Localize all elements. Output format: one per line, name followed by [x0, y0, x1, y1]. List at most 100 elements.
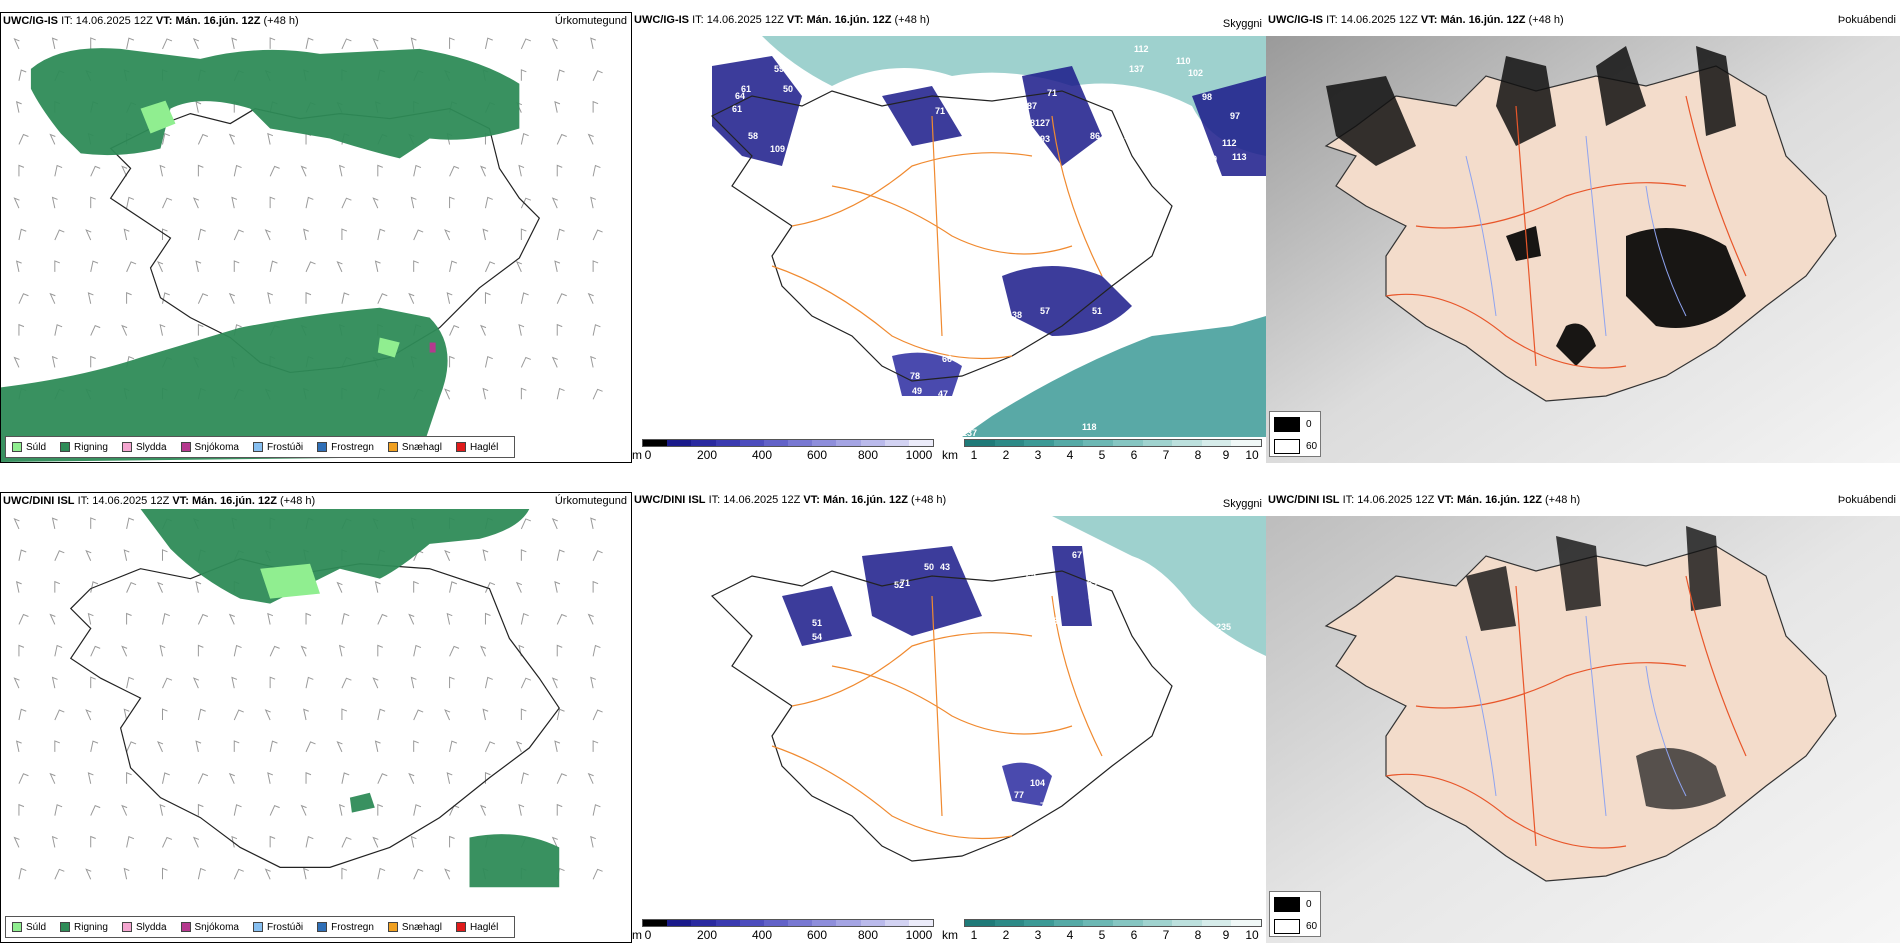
- wind-barb: [197, 133, 209, 145]
- wind-barb: [162, 836, 173, 848]
- wind-barb: [485, 261, 496, 273]
- wind-barb: [305, 196, 314, 209]
- wind-barb: [51, 517, 58, 530]
- legend-item: Frostúði: [252, 922, 303, 933]
- legend-item: Rigning: [60, 442, 108, 453]
- wind-barb: [554, 260, 561, 272]
- wind-barb: [449, 260, 458, 272]
- fog-legend-item: 0: [1270, 414, 1320, 434]
- precip-rain-southeast: [349, 792, 560, 888]
- wind-barb: [90, 740, 99, 752]
- visibility-unit: km: [942, 928, 958, 942]
- wind-barb: [590, 676, 596, 689]
- map-canvas: [1, 37, 603, 462]
- wind-barb: [267, 772, 274, 784]
- rivers: [1465, 135, 1687, 337]
- wind-barb: [85, 549, 92, 561]
- wind-barb: [54, 644, 63, 657]
- visibility-scale: km 1 2 3 4 5 6 7 8 9 10: [942, 437, 1266, 463]
- wind-barb: [161, 613, 170, 625]
- ceiling-unit: m: [632, 448, 642, 462]
- wind-barb: [90, 645, 101, 657]
- wind-barb: [377, 708, 386, 721]
- wind-barb: [197, 708, 206, 721]
- wind-barb: [520, 38, 532, 50]
- wind-barb: [18, 164, 25, 177]
- wind-barb: [54, 868, 65, 880]
- wind-barb: [520, 197, 532, 209]
- wind-barb: [233, 229, 244, 241]
- panel-product-name: Skyggni: [1222, 18, 1262, 30]
- wind-barb: [372, 197, 379, 209]
- wind-barb: [197, 164, 204, 177]
- wind-barb: [556, 293, 567, 304]
- wind-barb: [556, 228, 565, 241]
- wind-barb: [341, 38, 352, 50]
- wind-barb: [446, 292, 453, 304]
- wind-barb: [305, 292, 312, 304]
- wind-barb: [444, 709, 451, 721]
- wind-barb: [587, 613, 594, 625]
- wind-barb: [123, 549, 130, 561]
- wind-barb: [590, 517, 596, 530]
- wind-barb: [15, 101, 22, 113]
- wind-barb: [446, 612, 453, 625]
- map-fog: [1266, 516, 1900, 943]
- wind-barb: [341, 708, 348, 721]
- wind-barb: [484, 772, 491, 784]
- wind-barb: [90, 835, 96, 848]
- wind-barb: [15, 581, 22, 593]
- wind-barb: [303, 228, 309, 241]
- visibility-unit: km: [942, 448, 958, 462]
- wind-barb: [413, 164, 422, 177]
- wind-barb: [556, 773, 567, 784]
- wind-barb: [413, 229, 424, 241]
- wind-barb: [267, 292, 274, 304]
- wind-barb: [90, 260, 99, 272]
- wind-barb: [90, 324, 101, 336]
- fog-interior: [1506, 226, 1746, 366]
- wind-barb: [90, 196, 96, 209]
- wind-barb: [126, 772, 132, 784]
- wind-barb: [233, 868, 244, 880]
- wind-barb: [484, 612, 491, 625]
- visibility-colorbar: [964, 439, 1262, 447]
- wind-barb: [161, 867, 168, 880]
- wind-barb: [269, 165, 280, 177]
- wind-barb: [126, 582, 137, 593]
- wind-barb: [449, 740, 458, 752]
- iceland-outline: [710, 90, 1173, 382]
- wind-barb: [592, 260, 599, 272]
- roads: [771, 595, 1103, 840]
- legend-item: Rigning: [60, 922, 108, 933]
- scale-legends: m 0 200 400 600 800 1000 km 1 2 3 4 5 6: [632, 437, 1266, 463]
- wind-barb: [85, 868, 92, 880]
- wind-barb: [305, 741, 316, 753]
- wind-barb: [480, 324, 487, 336]
- wind-barb: [520, 518, 532, 530]
- wind-barb: [341, 197, 352, 209]
- low-ceiling-southeast: [1002, 762, 1052, 806]
- wind-barb: [233, 260, 240, 272]
- wind-barb: [372, 836, 379, 848]
- wind-barb: [374, 581, 381, 593]
- wind-barb: [195, 260, 202, 272]
- map-canvas: [1266, 516, 1900, 943]
- wind-barb: [192, 197, 200, 209]
- wind-barb: [338, 164, 345, 177]
- wind-barb: [449, 165, 460, 177]
- wind-barb: [551, 677, 558, 689]
- ptype-legend: Súld Rigning Slydda Snjókoma Frostúði Fr…: [5, 436, 516, 458]
- wind-barb: [233, 804, 242, 816]
- wind-barb: [449, 324, 460, 336]
- wind-barb: [13, 677, 20, 689]
- wind-barb: [13, 38, 20, 50]
- wind-barb: [15, 740, 22, 752]
- wind-barb: [269, 260, 278, 272]
- wind-barb: [54, 260, 60, 272]
- wind-barb: [444, 229, 451, 241]
- wind-barb: [556, 644, 563, 657]
- wind-barb: [121, 645, 128, 657]
- wind-barb: [338, 644, 345, 657]
- wind-barb: [590, 196, 596, 209]
